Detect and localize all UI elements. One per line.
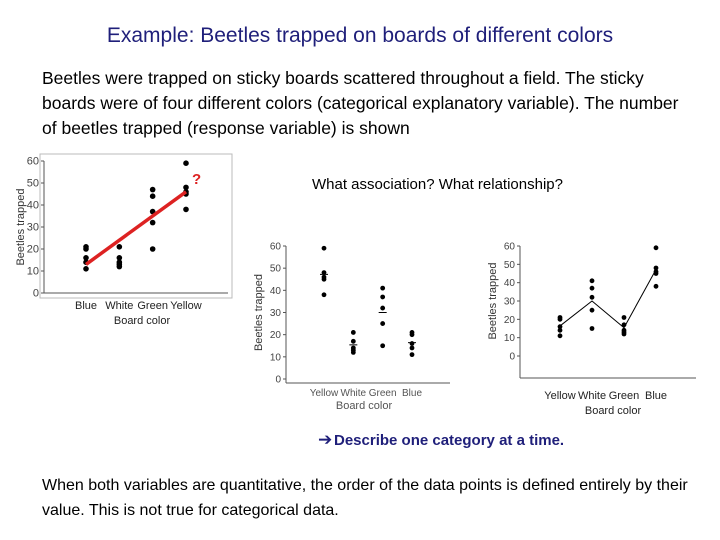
data-point <box>149 186 156 193</box>
y-axis-label: Beetles trapped <box>15 188 27 265</box>
y-axis-label: Beetles trapped <box>487 262 499 339</box>
data-point <box>653 265 659 271</box>
mean-line <box>559 269 657 329</box>
data-point <box>350 347 356 353</box>
data-point <box>589 326 595 331</box>
y-axis-label: Beetles trapped <box>253 274 265 351</box>
y-tick-label: 50 <box>270 264 282 275</box>
data-point <box>380 343 386 349</box>
data-point <box>149 193 156 199</box>
plot-frame <box>39 153 233 299</box>
x-tick-label: Blue <box>402 388 422 399</box>
describe-text: Describe one category at a time. <box>334 432 565 449</box>
y-tick-label: 40 <box>27 200 39 212</box>
data-point <box>380 305 386 311</box>
x-tick-label: White <box>341 388 367 399</box>
data-point <box>183 206 189 213</box>
x-tick-label: Yellow <box>310 388 339 399</box>
y-tick-label: 30 <box>504 297 516 308</box>
data-point <box>557 327 563 333</box>
data-point <box>621 315 627 320</box>
data-point <box>589 294 595 300</box>
data-point <box>380 294 386 300</box>
data-point <box>116 259 123 265</box>
y-tick-label: 20 <box>27 244 39 256</box>
y-tick-label: 30 <box>27 222 39 234</box>
data-point <box>183 160 189 166</box>
y-tick-label: 40 <box>504 278 516 289</box>
y-tick-label: 20 <box>504 315 516 326</box>
data-point <box>83 266 89 272</box>
x-tick-label: Yellow <box>170 300 201 312</box>
x-axis-label: Board color <box>585 405 642 417</box>
y-tick-label: 40 <box>270 286 282 297</box>
arrow-icon: ➔ <box>318 430 333 449</box>
y-tick-label: 0 <box>275 375 281 386</box>
y-tick-label: 60 <box>504 242 516 253</box>
y-tick-label: 50 <box>27 178 39 190</box>
data-point <box>83 244 89 250</box>
data-point <box>350 338 356 344</box>
x-tick-label: Yellow <box>544 390 575 402</box>
data-point <box>116 244 123 250</box>
chart-3: 0 10 20 30 40 50 60 Beetles trapped Yellow White G… <box>484 234 704 420</box>
question-text: What association? What relationship? <box>312 176 563 193</box>
chart-2: 0 10 20 30 40 50 60 Beetles trapped Yellow White G… <box>250 234 456 416</box>
slide-title: Example: Beetles trapped on boards of di… <box>106 24 614 47</box>
data-point <box>653 283 659 289</box>
x-tick-label: Green <box>369 388 397 399</box>
data-point <box>621 329 627 335</box>
x-tick-label: Blue <box>645 390 667 402</box>
data-point <box>183 184 189 191</box>
y-tick-label: 10 <box>270 352 282 363</box>
y-tick-label: 20 <box>270 330 282 341</box>
y-tick-label: 10 <box>504 333 516 344</box>
y-tick-label: 30 <box>270 308 282 319</box>
data-point <box>149 219 156 226</box>
data-point <box>589 278 595 284</box>
data-point <box>380 285 386 291</box>
data-point <box>380 321 386 326</box>
chart-1: 0 10 20 30 40 50 60 Beetles trapped Blue White Gre… <box>6 146 238 330</box>
data-point <box>116 255 123 261</box>
y-tick-label: 10 <box>27 266 39 278</box>
data-point <box>149 246 156 252</box>
y-tick-label: 50 <box>504 260 516 271</box>
data-point <box>557 315 563 320</box>
data-point <box>589 307 595 313</box>
data-point <box>557 333 563 339</box>
data-point <box>653 269 659 275</box>
x-tick-label: White <box>578 390 606 402</box>
y-tick-label: 0 <box>509 352 515 363</box>
data-point <box>83 255 89 261</box>
x-axis-label: Board color <box>336 400 393 412</box>
data-point <box>409 341 415 346</box>
fit-line <box>84 190 188 266</box>
data-point <box>409 345 415 351</box>
x-tick-label: Green <box>137 300 168 312</box>
data-point <box>409 330 415 335</box>
x-tick-label: Blue <box>75 300 97 312</box>
y-tick-label: 0 <box>33 288 39 300</box>
data-point <box>321 245 327 251</box>
data-point <box>653 245 659 251</box>
data-point <box>321 274 327 280</box>
x-tick-label: White <box>105 300 133 312</box>
x-tick-label: Green <box>609 390 640 402</box>
data-point <box>409 352 415 358</box>
x-axis-label: Board color <box>114 315 171 327</box>
data-point <box>116 263 123 270</box>
intro-text: Beetles were trapped on sticky boards sc… <box>42 68 679 138</box>
data-point <box>321 270 327 275</box>
data-point <box>589 285 595 291</box>
footer-text: When both variables are quantitative, th… <box>42 477 688 519</box>
question-mark-annotation: ? <box>192 171 201 188</box>
y-tick-label: 60 <box>27 156 39 168</box>
y-tick-label: 60 <box>270 242 282 253</box>
data-point <box>321 292 327 298</box>
data-point <box>350 330 356 335</box>
